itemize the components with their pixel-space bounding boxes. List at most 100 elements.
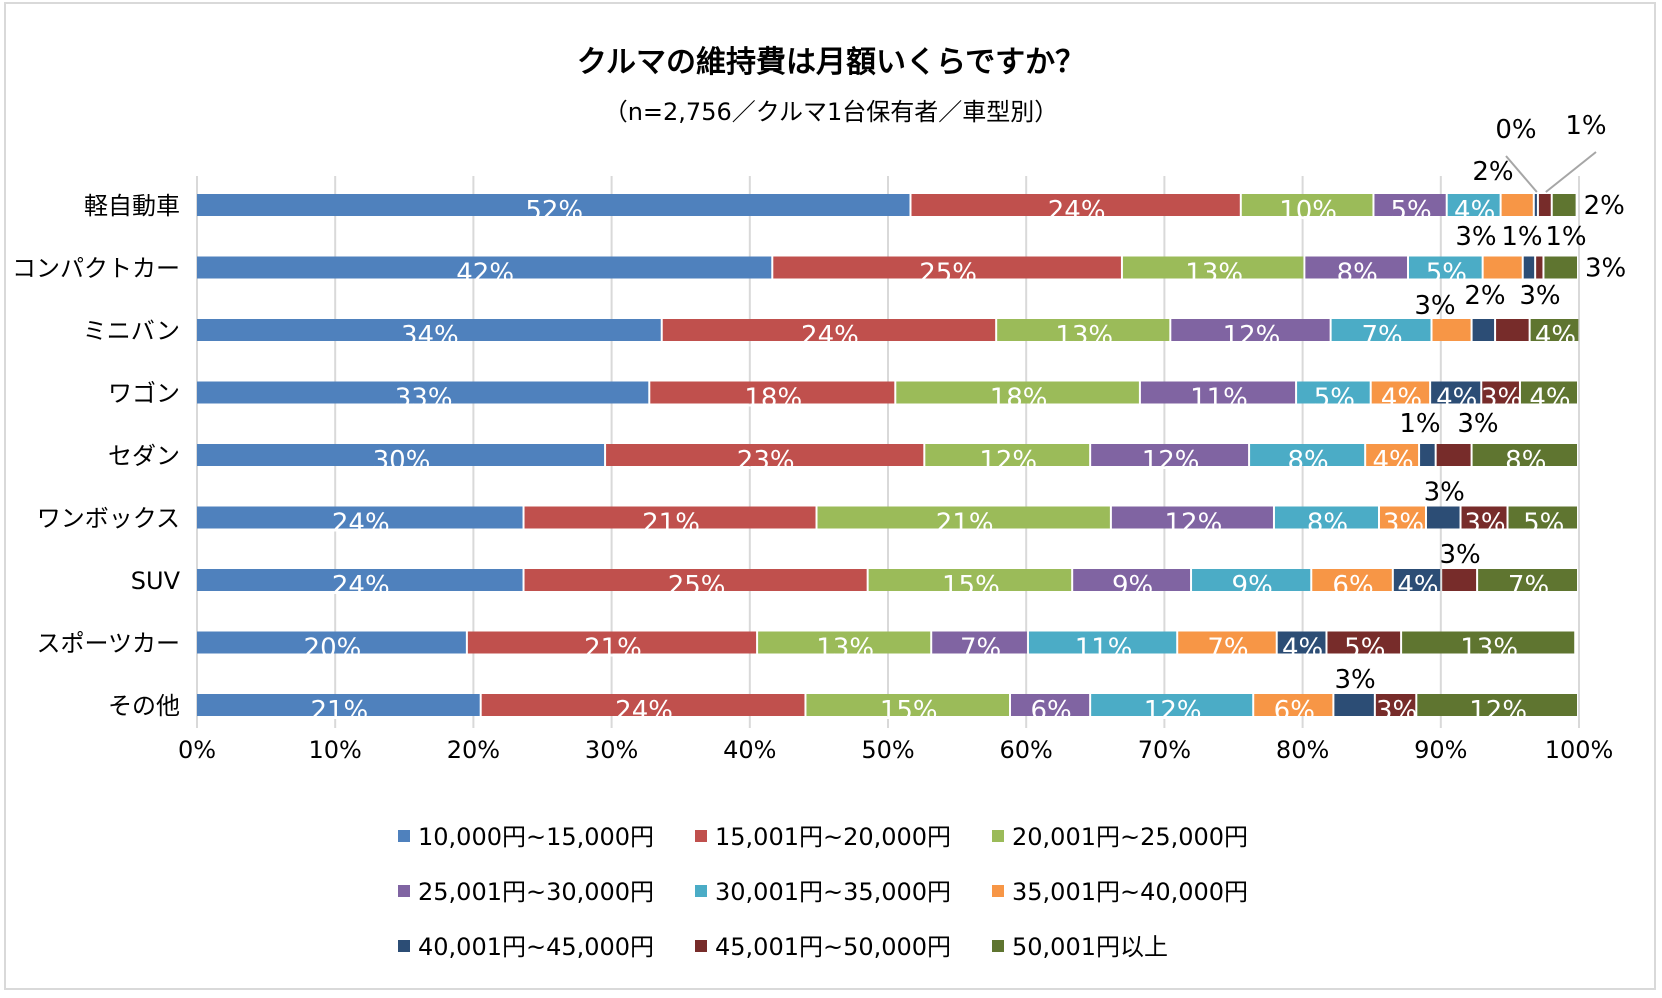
data-label: 11% (1190, 384, 1248, 414)
bar-segment (1409, 256, 1482, 279)
legend-swatch (398, 885, 410, 897)
data-label: 2% (1472, 157, 1513, 187)
data-label: 8% (1337, 259, 1378, 289)
bar-segment (1140, 381, 1296, 404)
bar-segment (1334, 694, 1374, 716)
category-label: ワゴン (108, 380, 180, 408)
bar-segment (1447, 194, 1500, 216)
legend-swatch (695, 940, 707, 952)
bar-segment (1530, 319, 1579, 341)
data-label: 24% (332, 571, 390, 601)
bar-segment (1432, 319, 1471, 341)
data-label: 4% (1529, 384, 1570, 414)
data-label: 3% (1376, 696, 1417, 726)
data-label: 18% (744, 384, 802, 414)
bar-segment (197, 381, 649, 404)
data-label: 24% (332, 509, 390, 539)
data-label: 6% (1030, 696, 1071, 726)
data-label: 30% (373, 446, 431, 476)
data-label: 20% (304, 634, 362, 664)
data-label: 4% (1535, 321, 1576, 351)
chart-title: クルマの維持費は月額いくらですか？ (577, 45, 1085, 80)
bar-segment (1520, 381, 1577, 404)
legend-label: 15,001円~20,000円 (715, 823, 951, 851)
data-label: 2% (1584, 191, 1625, 221)
data-label: 12% (979, 446, 1037, 476)
data-label: 3% (1455, 222, 1496, 252)
chart-frame (4, 2, 1656, 990)
bar-segment (197, 256, 772, 279)
data-label: 1% (1565, 111, 1606, 141)
data-label: 25% (919, 259, 977, 289)
bar-segment (1241, 194, 1373, 216)
bar-segment (1472, 319, 1495, 341)
bar-segment (1091, 444, 1249, 466)
leader-line (1545, 151, 1597, 193)
bar-segment (197, 694, 480, 716)
data-label: 3% (1585, 254, 1626, 284)
bar-segment (911, 194, 1240, 216)
legend-swatch (695, 830, 707, 842)
data-label: 34% (401, 321, 459, 351)
data-label: 8% (1505, 446, 1546, 476)
bar-segment (197, 569, 523, 591)
bar-segment (1366, 444, 1419, 466)
data-label: 21% (310, 696, 368, 726)
x-tick-label: 90% (1414, 736, 1467, 764)
data-label: 18% (990, 384, 1048, 414)
data-label: 13% (1055, 321, 1113, 351)
data-label: 13% (816, 634, 874, 664)
data-label: 4% (1372, 446, 1413, 476)
x-tick-label: 40% (723, 736, 776, 764)
bar-segment (1171, 319, 1330, 341)
data-label: 7% (1361, 321, 1402, 351)
bar-segment (896, 381, 1139, 404)
data-label: 52% (525, 196, 583, 226)
bar-segment (1371, 381, 1430, 404)
bar-segment (1534, 194, 1537, 216)
bar-segment (997, 319, 1170, 341)
bar-segment (1523, 256, 1535, 279)
data-label: 5% (1426, 259, 1467, 289)
data-label: 8% (1288, 446, 1329, 476)
legend-swatch (398, 830, 410, 842)
legend-swatch (992, 885, 1004, 897)
bar-segment (932, 631, 1027, 654)
bar-segment (773, 256, 1121, 279)
data-label: 6% (1274, 696, 1315, 726)
legend-label: 30,001円~35,000円 (715, 878, 951, 906)
data-label: 7% (1207, 634, 1248, 664)
legend-label: 25,001円~30,000円 (418, 878, 654, 906)
x-tick-label: 0% (178, 736, 216, 764)
data-label: 3% (1481, 384, 1522, 414)
data-label: 4% (1282, 634, 1323, 664)
bar-segment (925, 444, 1090, 466)
category-label: SUV (131, 567, 181, 595)
legend-label: 40,001円~45,000円 (418, 933, 654, 961)
data-label: 11% (1075, 634, 1133, 664)
chart-subtitle: （n=2,756／クルマ1台保有者／車型別） (604, 98, 1059, 126)
x-tick-label: 50% (861, 736, 914, 764)
data-label: 12% (1144, 696, 1202, 726)
category-label: その他 (108, 692, 180, 720)
data-label: 5% (1390, 196, 1431, 226)
data-label: 3% (1464, 509, 1505, 539)
bar-segment (197, 444, 605, 466)
bar-segment (1178, 631, 1276, 654)
bar-segment (1482, 381, 1519, 404)
bar-segment (1073, 569, 1191, 591)
bar-segment (650, 381, 895, 404)
data-label: 24% (615, 696, 673, 726)
bar-segment (197, 319, 661, 341)
category-label: ミニバン (83, 317, 180, 345)
x-tick-label: 100% (1545, 736, 1614, 764)
data-label: 4% (1397, 571, 1438, 601)
data-label: 42% (456, 259, 514, 289)
bar-segment (806, 694, 1009, 716)
data-label: 0% (1495, 115, 1536, 145)
leader-line (1505, 155, 1538, 193)
bar-segment (1312, 569, 1392, 591)
data-label: 9% (1232, 571, 1273, 601)
data-label: 3% (1414, 291, 1455, 321)
